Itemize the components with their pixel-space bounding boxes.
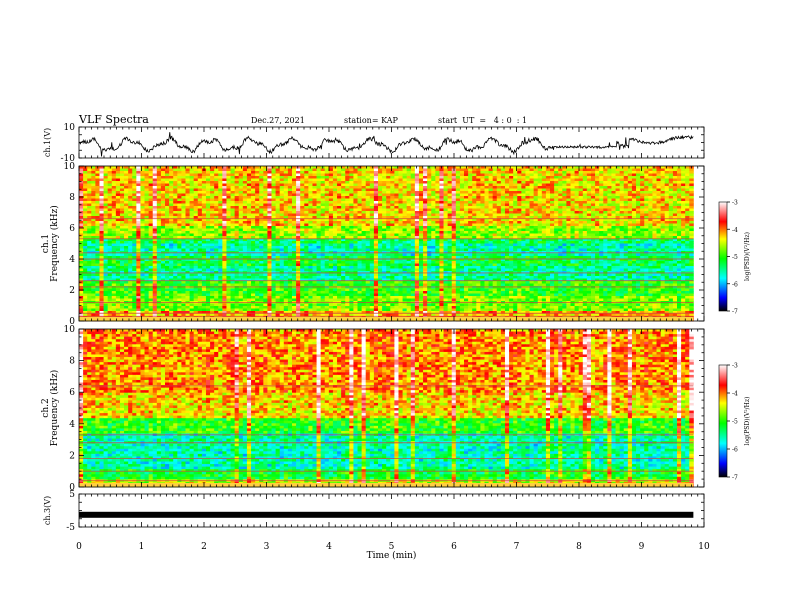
- xtick-label: 1: [139, 542, 145, 552]
- ch1s-ylabel-frequency: Frequency (kHz): [49, 205, 60, 282]
- ch1s-colorbar-tick-label: -7: [732, 309, 738, 316]
- ch1s-colorbar-tick-label: -3: [732, 200, 738, 207]
- station-label: station= KAP: [344, 116, 398, 125]
- ch1s-ylabel-channel: ch.1: [41, 234, 51, 253]
- ch2s-ytick-label: 4: [69, 420, 75, 430]
- ch2s-colorbar-tick-label: -6: [732, 447, 738, 454]
- ch2-spectrogram-lf-strip: [79, 483, 694, 487]
- xtick-label: 5: [389, 542, 395, 552]
- ch1s-ytick-label: 10: [64, 162, 76, 172]
- ch1-spectrogram-lf-strip: [79, 317, 694, 321]
- ch1s-colorbar-label: log(PSD)(V²/Hz): [744, 232, 751, 281]
- ch2s-colorbar-tick-label: -5: [732, 419, 738, 426]
- ch2s-colorbar-label: log(PSD)(V²/Hz): [744, 397, 751, 446]
- ch1s-ytick-label: 2: [69, 286, 75, 296]
- ch2-spectrogram-bands: [79, 385, 694, 487]
- ch1s-colorbar-tick-label: -6: [732, 281, 738, 288]
- ch3w-ylabel: ch.3(V): [43, 496, 52, 525]
- xtick-label: 7: [514, 542, 520, 552]
- xtick-label: 10: [698, 542, 710, 552]
- ch2s-colorbar: [718, 364, 728, 478]
- ch1-spectrogram-heatmap: [79, 166, 694, 322]
- xtick-label: 8: [576, 542, 582, 552]
- ch1-waveform-trace: [78, 132, 694, 157]
- ch2s-ytick-label: 10: [64, 325, 76, 335]
- xtick-label: 9: [639, 542, 645, 552]
- ch2s-ytick-label: 8: [69, 357, 75, 367]
- ch1s-ytick-label: 8: [69, 193, 75, 203]
- ch1s-colorbar: [718, 201, 728, 312]
- xtick-label: 4: [326, 542, 332, 552]
- ch2s-ylabel-channel: ch.2: [41, 398, 51, 417]
- ch2s-ytick-label: 6: [69, 388, 75, 398]
- ch1w-ytick-label: 10: [64, 123, 76, 133]
- ch3-waveform-trace: [79, 511, 694, 518]
- ch1s-colorbar-tick-label: -4: [732, 227, 738, 234]
- ch1s-ytick-label: 4: [69, 255, 75, 265]
- ch2s-colorbar-tick-label: -4: [732, 391, 738, 398]
- start-time-label: start UT = 4 : 0 : 1: [438, 116, 528, 125]
- ch1s-ytick-label: 6: [69, 224, 75, 234]
- ch1s-colorbar-tick-label: -5: [732, 254, 738, 261]
- ch1w-ytick-label: -10: [61, 154, 76, 164]
- ch2-spectrogram-heatmap: [79, 329, 694, 488]
- xtick-label: 6: [451, 542, 457, 552]
- date-label: Dec.27, 2021: [251, 116, 305, 125]
- ch3w-ytick-label: -5: [66, 523, 75, 533]
- ch2s-ytick-label: 0: [69, 483, 75, 493]
- xtick-label: 3: [264, 542, 270, 552]
- ch2s-ylabel-frequency: Frequency (kHz): [49, 370, 60, 447]
- ch2s-colorbar-tick-label: -7: [732, 475, 738, 482]
- ch1w-ylabel: ch.1(V): [43, 128, 52, 157]
- ch3w-ytick-label: 5: [69, 490, 75, 500]
- ch2s-colorbar-tick-label: -3: [732, 363, 738, 370]
- xtick-label: 2: [201, 542, 207, 552]
- xtick-label: 0: [76, 542, 82, 552]
- ch2s-ytick-label: 2: [69, 451, 75, 461]
- chart-title: VLF Spectra: [79, 113, 149, 126]
- ch1s-ytick-label: 0: [69, 317, 75, 327]
- ch1-spectrogram-bands: [79, 218, 694, 321]
- xaxis-label: Time (min): [367, 550, 417, 561]
